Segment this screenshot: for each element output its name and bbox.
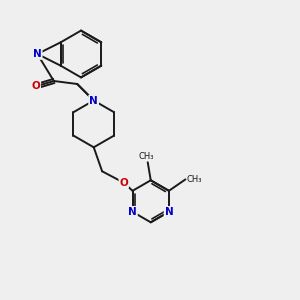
Text: CH₃: CH₃ <box>139 152 154 161</box>
Text: N: N <box>33 49 42 59</box>
Text: N: N <box>128 207 137 217</box>
Text: CH₃: CH₃ <box>187 175 203 184</box>
Text: N: N <box>89 95 98 106</box>
Text: N: N <box>164 207 173 217</box>
Text: O: O <box>32 81 40 92</box>
Text: O: O <box>119 178 128 188</box>
Text: N: N <box>89 95 98 106</box>
